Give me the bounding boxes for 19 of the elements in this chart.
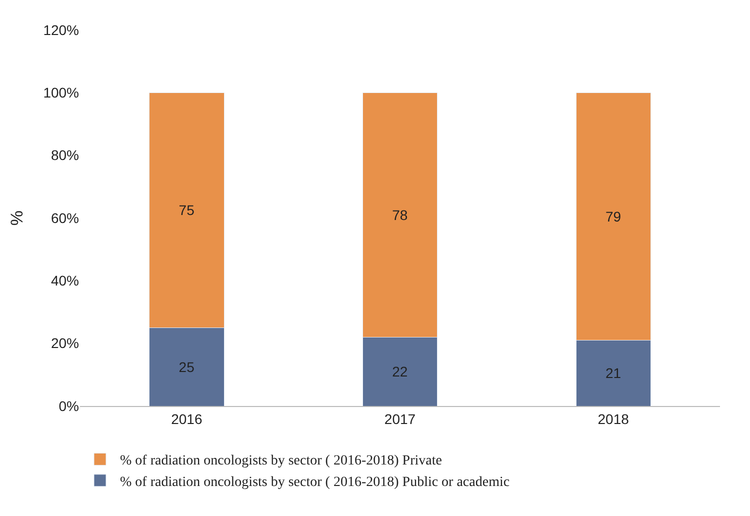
data-label: 21	[605, 365, 622, 382]
y-tick-label: 120%	[43, 22, 79, 38]
x-tick-label: 2018	[598, 410, 630, 427]
data-label: 22	[392, 364, 408, 380]
legend-label: % of radiation oncologists by sector ( 2016-2018) Public or academic	[120, 474, 510, 490]
data-label: 25	[178, 358, 195, 375]
y-tick-label: 20%	[50, 335, 79, 352]
y-tick-label: 0%	[58, 398, 79, 414]
data-label: 75	[178, 202, 195, 218]
x-tick-label: 2017	[384, 410, 416, 427]
x-tick-label: 2016	[171, 410, 202, 427]
y-tick-label: 40%	[50, 272, 79, 289]
y-tick-label: 60%	[50, 210, 79, 226]
y-axis-title: %	[8, 210, 27, 226]
data-label: 78	[392, 206, 408, 223]
y-tick-label: 80%	[50, 147, 79, 164]
y-tick-label: 100%	[43, 84, 79, 101]
legend-label: % of radiation oncologists by sector ( 2016-2018) Private	[120, 454, 442, 469]
data-label: 79	[605, 208, 622, 224]
